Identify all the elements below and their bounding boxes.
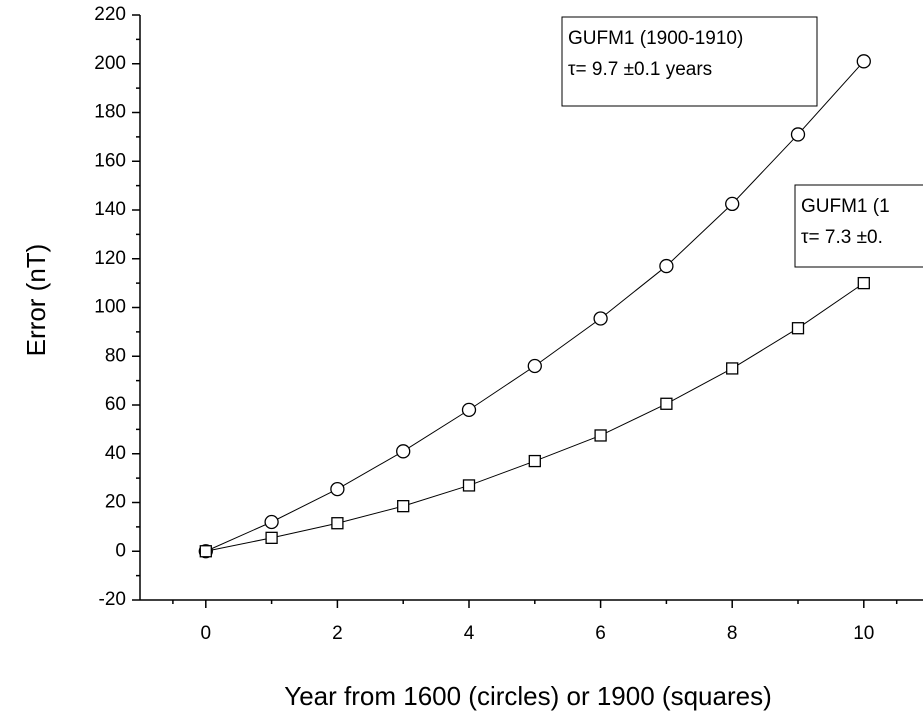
annotation-box — [561, 16, 818, 107]
annotation-text: τ= 9.7 ±0.1 years — [568, 59, 712, 80]
y-tick-label: 20 — [105, 492, 126, 513]
y-tick-label: 220 — [94, 4, 126, 25]
x-tick-label: 2 — [332, 623, 343, 644]
square-marker — [331, 517, 344, 530]
x-tick-label: 6 — [595, 623, 606, 644]
y-tick-label: 0 — [115, 540, 126, 561]
y-tick-label: 60 — [105, 394, 126, 415]
circle-marker — [659, 258, 674, 274]
fit-line — [205, 60, 865, 552]
y-tick-label: 120 — [94, 248, 126, 269]
circle-marker — [264, 514, 279, 530]
square-marker — [199, 545, 212, 558]
circle-marker — [461, 402, 477, 418]
fit-line — [205, 282, 865, 552]
square-marker — [397, 500, 410, 513]
circle-marker — [790, 127, 806, 142]
y-tick-label: 140 — [94, 199, 126, 220]
y-axis-label: Error (nT) — [21, 244, 51, 357]
y-tick-label: 100 — [94, 297, 126, 318]
annotation-box — [794, 184, 923, 268]
circle-marker — [856, 54, 871, 69]
circle-marker — [593, 311, 608, 326]
square-marker — [462, 479, 476, 492]
y-tick-label: 40 — [105, 443, 126, 464]
y-tick-label: 160 — [94, 150, 126, 171]
circle-marker — [527, 358, 542, 374]
y-tick-label: -20 — [99, 589, 126, 610]
y-tick-label: 80 — [105, 345, 126, 366]
annotation-text: GUFM1 (1900-1910) — [568, 28, 743, 49]
square-marker — [857, 276, 870, 290]
annotation-text: GUFM1 (1 — [801, 196, 890, 217]
y-tick-label: 180 — [94, 102, 126, 123]
square-marker — [528, 454, 541, 468]
square-marker — [594, 429, 607, 442]
x-tick-label: 10 — [853, 623, 874, 644]
square-marker — [791, 322, 805, 335]
annotation-text: τ= 7.3 ±0. — [801, 227, 883, 248]
x-tick-label: 4 — [464, 623, 475, 644]
x-axis-label: Year from 1600 (circles) or 1900 (square… — [284, 681, 771, 711]
square-marker — [660, 397, 673, 410]
circle-marker — [396, 444, 411, 459]
circle-marker — [330, 481, 345, 497]
y-tick-label: 200 — [94, 53, 126, 74]
x-tick-label: 0 — [201, 623, 212, 644]
circle-marker — [725, 196, 740, 212]
square-marker — [726, 362, 739, 375]
square-marker — [265, 531, 278, 544]
x-tick-label: 8 — [727, 623, 738, 644]
